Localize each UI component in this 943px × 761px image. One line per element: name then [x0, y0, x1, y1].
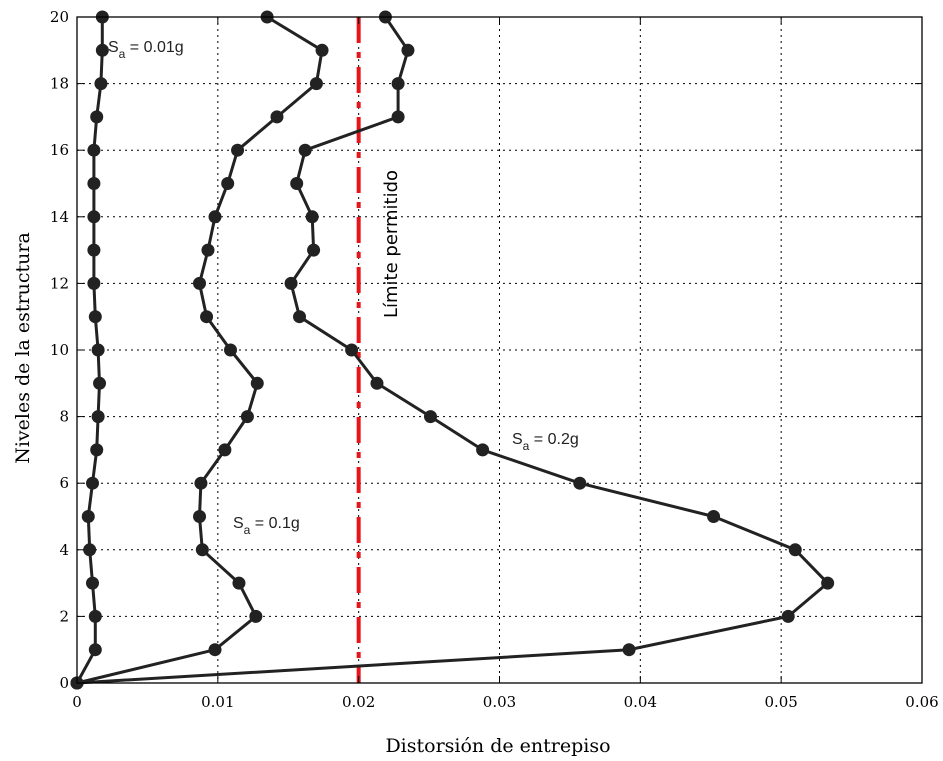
data-point — [573, 476, 587, 490]
ticks — [76, 16, 923, 684]
data-point — [193, 510, 207, 523]
data-point — [391, 110, 405, 124]
data-point — [707, 510, 721, 523]
data-point — [85, 576, 99, 590]
x-tick-label: 0.02 — [342, 693, 375, 711]
data-point — [81, 510, 95, 523]
data-point — [224, 343, 238, 357]
data-point — [284, 276, 298, 290]
y-tick-label: 4 — [59, 541, 69, 559]
data-point — [87, 243, 101, 257]
data-point — [90, 443, 104, 457]
data-point — [232, 576, 246, 590]
data-point — [290, 177, 304, 190]
tick-labels: 0 0.01 0.02 0.03 0.04 0.05 0.06 0 2 4 6 8 10 12 14 16 18… — [50, 8, 939, 711]
data-point — [88, 609, 102, 623]
data-point — [194, 476, 208, 490]
data-point — [208, 643, 222, 657]
data-point — [250, 376, 264, 390]
data-point — [87, 143, 101, 157]
data-point — [249, 609, 263, 623]
y-axis-title: Niveles de la estructura — [12, 232, 34, 464]
y-tick-label: 16 — [50, 141, 69, 159]
y-tick-label: 14 — [50, 208, 69, 226]
data-point — [83, 543, 97, 557]
x-tick-label: 0.06 — [905, 693, 938, 711]
y-tick-label: 2 — [59, 607, 69, 625]
data-point — [307, 243, 321, 257]
data-point — [88, 643, 102, 657]
data-point — [781, 609, 795, 623]
data-point — [91, 410, 105, 424]
data-point — [221, 177, 235, 190]
x-tick-label: 0 — [72, 693, 82, 711]
data-point — [821, 576, 835, 590]
series-label: Sa = 0.01g — [108, 39, 184, 61]
series-layer — [70, 10, 835, 690]
data-point — [231, 143, 245, 157]
data-point — [87, 177, 101, 190]
data-point — [788, 543, 802, 557]
y-tick-label: 0 — [59, 674, 69, 692]
x-tick-label: 0.04 — [624, 693, 657, 711]
y-tick-label: 18 — [50, 75, 69, 93]
x-axis-title: Distorsión de entrepiso — [385, 735, 610, 757]
data-point — [200, 310, 214, 324]
data-point — [622, 643, 636, 657]
series-labels: Sa = 0.01g Sa = 0.1g Sa = 0.2g — [108, 39, 579, 537]
series-label: Sa = 0.1g — [233, 515, 300, 537]
data-point — [88, 310, 102, 324]
data-point — [201, 243, 215, 257]
data-point — [195, 543, 209, 557]
data-point — [345, 343, 359, 357]
data-point — [208, 210, 222, 224]
data-point — [476, 443, 490, 457]
data-point — [298, 143, 312, 157]
series-3 — [70, 10, 835, 690]
x-tick-label: 0.01 — [201, 693, 234, 711]
data-point — [87, 276, 101, 290]
series-1 — [70, 10, 109, 690]
y-tick-label: 12 — [50, 274, 69, 292]
data-point — [85, 476, 99, 490]
data-point — [391, 77, 405, 91]
data-point — [293, 310, 307, 324]
grid — [77, 17, 922, 683]
x-tick-label: 0.03 — [483, 693, 516, 711]
y-tick-label: 10 — [50, 341, 69, 359]
data-point — [305, 210, 319, 224]
series-label: Sa = 0.2g — [512, 431, 579, 453]
data-point — [270, 110, 284, 124]
data-point — [240, 410, 254, 424]
y-tick-label: 8 — [59, 408, 69, 426]
data-point — [94, 77, 108, 91]
data-point — [315, 43, 329, 57]
y-tick-label: 20 — [50, 8, 69, 26]
data-point — [95, 43, 109, 57]
y-tick-label: 6 — [59, 474, 69, 492]
data-point — [87, 210, 101, 224]
data-point — [309, 77, 323, 91]
data-point — [218, 443, 232, 457]
data-point — [401, 43, 415, 57]
data-point — [90, 110, 104, 124]
series-2 — [70, 10, 329, 690]
data-point — [423, 410, 437, 424]
data-point — [193, 276, 207, 290]
series-line — [76, 16, 830, 685]
data-point — [370, 376, 384, 390]
x-tick-label: 0.05 — [764, 693, 797, 711]
limit-label: Límite permitido — [381, 170, 402, 318]
data-point — [91, 343, 105, 357]
data-point — [93, 376, 107, 390]
